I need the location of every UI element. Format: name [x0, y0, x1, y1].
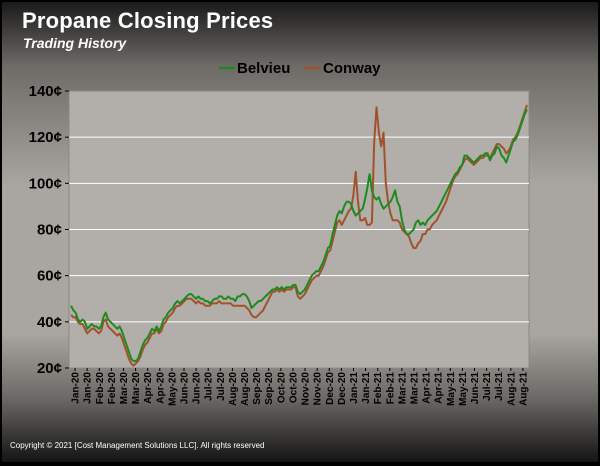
- x-tick-label: Feb-20: [107, 372, 118, 405]
- x-tick-label: May-21: [458, 372, 469, 406]
- series-line-conway: [70, 104, 528, 367]
- series-line-belvieu: [70, 109, 528, 363]
- legend-label: Conway: [323, 60, 381, 77]
- x-tick-label: Aug-20: [240, 372, 251, 406]
- x-tick-label: Sep-20: [252, 372, 263, 405]
- x-tick-label: Nov-20: [301, 372, 312, 406]
- x-tick-label: Jun-20: [192, 372, 203, 405]
- x-tick-label: Jun-20: [180, 372, 191, 405]
- x-tick-label: Sep-20: [264, 372, 275, 405]
- x-tick-label: Jan-20: [83, 372, 94, 404]
- x-tick-label: May-20: [167, 372, 178, 406]
- y-tick-label: 60¢: [37, 268, 62, 285]
- x-tick-label: Apr-21: [422, 372, 433, 404]
- x-tick-label: Apr-20: [143, 372, 154, 404]
- y-axis-ticks: 20¢ 40¢ 60¢ 80¢ 100¢ 120¢ 140¢: [29, 83, 69, 377]
- x-tick-label: May-21: [446, 372, 457, 406]
- copyright-notice: Copyright © 2021 [Cost Management Soluti…: [10, 441, 265, 450]
- x-tick-label: Apr-21: [434, 372, 445, 404]
- x-tick-label: Aug-20: [228, 372, 239, 406]
- x-tick-label: Mar-21: [397, 372, 408, 405]
- x-tick-label: Jul-21: [494, 372, 505, 401]
- x-tick-label: Jul-20: [216, 372, 227, 401]
- x-tick-label: Feb-21: [385, 372, 396, 405]
- x-tick-label: Apr-20: [155, 372, 166, 404]
- x-tick-label: Mar-20: [119, 372, 130, 405]
- x-tick-label: Jul-20: [204, 372, 215, 401]
- series-lines: [70, 104, 528, 367]
- chart-title: Propane Closing Prices: [22, 8, 274, 33]
- x-tick-label: Oct-20: [276, 372, 287, 404]
- legend-label: Belvieu: [237, 60, 290, 77]
- y-tick-label: 120¢: [29, 129, 62, 146]
- x-tick-label: Aug-21: [518, 372, 529, 406]
- y-tick-label: 40¢: [37, 314, 62, 331]
- x-axis-ticks: Jan-20 Jan-20 Feb-20 Feb-20 Mar-20 Mar-20 Apr-…: [71, 368, 529, 406]
- y-tick-label: 100¢: [29, 175, 62, 192]
- x-tick-label: Jul-21: [482, 372, 493, 401]
- x-tick-label: Mar-20: [131, 372, 142, 405]
- x-tick-label: Aug-21: [506, 372, 517, 406]
- legend: Belvieu Conway: [219, 60, 381, 77]
- x-tick-label: Mar-21: [410, 372, 421, 405]
- x-tick-label: Nov-20: [313, 372, 324, 406]
- chart-subtitle: Trading History: [23, 35, 127, 51]
- x-tick-label: Oct-20: [288, 372, 299, 404]
- x-tick-label: Feb-20: [95, 372, 106, 405]
- x-tick-label: Jan-21: [349, 372, 360, 404]
- x-tick-label: Jan-20: [71, 372, 82, 404]
- x-tick-label: Jan-21: [361, 372, 372, 404]
- y-tick-label: 80¢: [37, 222, 62, 239]
- y-tick-label: 140¢: [29, 83, 62, 100]
- x-tick-label: Dec-20: [337, 372, 348, 405]
- y-tick-label: 20¢: [37, 360, 62, 377]
- x-tick-label: Jun-21: [470, 372, 481, 405]
- x-tick-label: Feb-21: [373, 372, 384, 405]
- x-tick-label: Dec-20: [325, 372, 336, 405]
